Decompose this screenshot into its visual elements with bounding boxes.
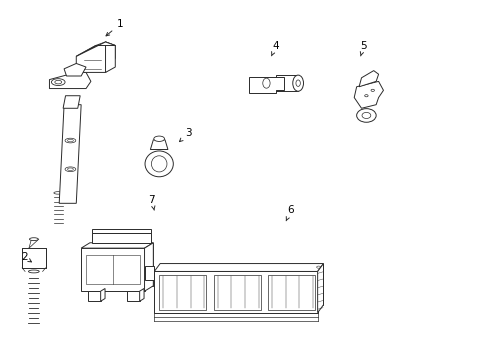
Polygon shape (76, 42, 115, 72)
Ellipse shape (65, 138, 76, 143)
Polygon shape (92, 233, 151, 243)
Polygon shape (160, 264, 323, 305)
Polygon shape (154, 271, 317, 313)
Ellipse shape (65, 167, 76, 172)
Text: 2: 2 (21, 252, 31, 262)
Polygon shape (76, 42, 115, 56)
Polygon shape (144, 243, 153, 291)
Polygon shape (90, 243, 153, 286)
Text: 3: 3 (179, 129, 191, 141)
Polygon shape (59, 105, 81, 203)
Ellipse shape (145, 151, 173, 177)
Polygon shape (88, 291, 101, 301)
Ellipse shape (54, 192, 62, 194)
Polygon shape (353, 81, 383, 108)
Polygon shape (63, 96, 80, 108)
Text: 7: 7 (148, 195, 155, 210)
Ellipse shape (292, 75, 303, 91)
Polygon shape (150, 140, 167, 149)
Polygon shape (144, 266, 154, 280)
Polygon shape (140, 288, 144, 301)
Polygon shape (105, 42, 115, 72)
Bar (213, 275, 260, 310)
Polygon shape (81, 243, 153, 248)
Ellipse shape (29, 238, 38, 240)
Text: 6: 6 (285, 206, 294, 221)
Polygon shape (154, 264, 323, 271)
Ellipse shape (154, 136, 164, 141)
Ellipse shape (356, 109, 375, 122)
Text: 5: 5 (360, 41, 366, 56)
Polygon shape (358, 71, 378, 87)
Polygon shape (127, 291, 140, 301)
Polygon shape (81, 248, 144, 291)
Polygon shape (317, 264, 323, 313)
Polygon shape (92, 229, 151, 233)
Ellipse shape (28, 270, 39, 273)
Ellipse shape (51, 79, 65, 86)
Polygon shape (49, 72, 91, 89)
Bar (267, 275, 315, 310)
Ellipse shape (262, 78, 269, 88)
Bar (159, 275, 206, 310)
Bar (86, 255, 140, 284)
Polygon shape (64, 63, 86, 76)
Text: 1: 1 (106, 19, 123, 36)
Polygon shape (22, 248, 45, 268)
Text: 4: 4 (271, 41, 279, 56)
Polygon shape (101, 288, 105, 301)
Polygon shape (276, 75, 298, 91)
Polygon shape (249, 77, 283, 93)
